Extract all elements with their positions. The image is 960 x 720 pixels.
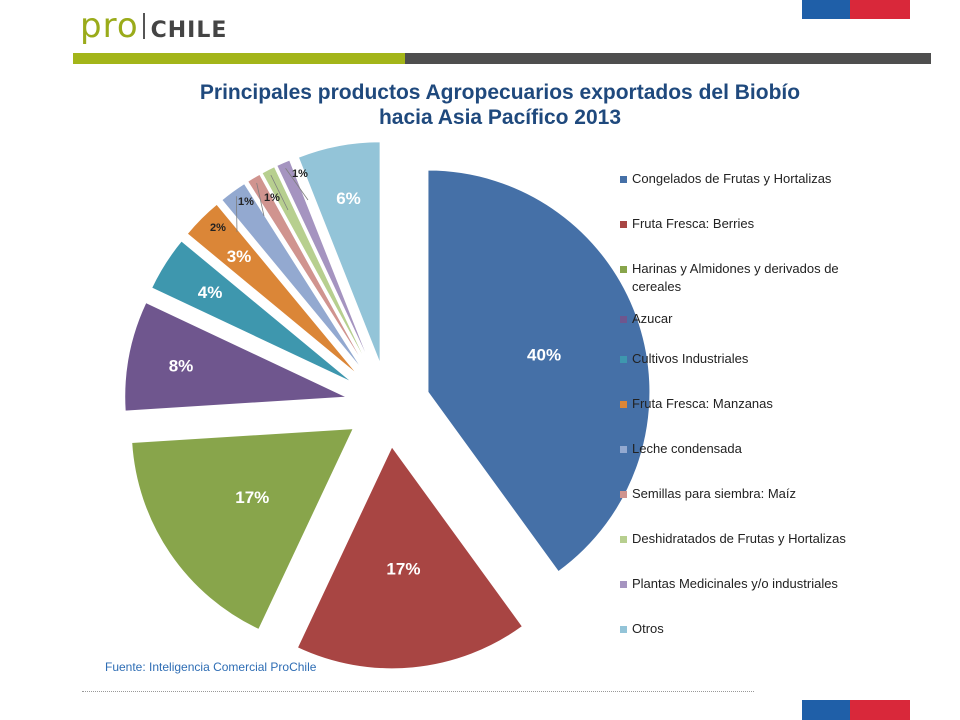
legend-swatch-2 (620, 266, 627, 273)
chart-title: Principales productos Agropecuarios expo… (180, 80, 820, 130)
pie-slice-3 (124, 301, 347, 412)
legend-swatch-3 (620, 316, 627, 323)
legend-item-0: Congelados de Frutas y Hortalizas (620, 170, 880, 188)
pie-label-8: 1% (264, 192, 280, 204)
flag-stripe-bottom (802, 700, 910, 720)
pie-slice-9 (276, 159, 372, 367)
legend-swatch-6 (620, 446, 627, 453)
header-accent-green-bar (73, 53, 405, 64)
legend-item-5: Fruta Fresca: Manzanas (620, 395, 880, 413)
pie-leader-line-7 (256, 182, 265, 217)
chart-title-line-1: Principales productos Agropecuarios expo… (199, 81, 801, 104)
legend-swatch-5 (620, 401, 627, 408)
legend-swatch-1 (620, 221, 627, 228)
legend-swatch-8 (620, 536, 627, 543)
legend-swatch-9 (620, 581, 627, 588)
legend-swatch-4 (620, 356, 627, 363)
flag-stripe-top (802, 0, 910, 19)
flag-blue-block (802, 0, 850, 19)
pie-leader-line-8 (270, 174, 289, 211)
pie-slice-10 (297, 141, 381, 364)
flag-red-block-bottom (850, 700, 910, 720)
legend-label-6: Leche condensada (632, 441, 742, 456)
legend-label-10: Otros (632, 621, 664, 636)
header-accent-gray-bar (405, 53, 931, 64)
pie-slices (124, 141, 651, 670)
legend-item-4: Cultivos Industriales (620, 350, 880, 368)
legend-item-2: Harinas y Almidones y derivados de cerea… (620, 260, 880, 296)
legend-item-8: Deshidratados de Frutas y Hortalizas (620, 530, 880, 548)
pie-data-labels: 40% 17% 17% 8% 4%3% 2% 1% 1% 1% 6% (169, 168, 561, 578)
legend-item-6: Leche condensada (620, 440, 880, 458)
pie-label-9: 1% (292, 168, 308, 180)
logo-chile-text: CHILE (150, 18, 228, 43)
legend-item-7: Semillas para siembra: Maíz (620, 485, 880, 503)
pie-label-7: 1% (238, 196, 254, 208)
pie-label-10: 6% (336, 189, 361, 208)
legend-label-7: Semillas para siembra: Maíz (632, 486, 796, 501)
pie-slice-4 (151, 240, 353, 383)
pie-label-2: 17% (235, 488, 269, 507)
pie-leader-line-9 (285, 167, 309, 201)
legend-label-1: Fruta Fresca: Berries (632, 216, 755, 231)
pie-slice-2 (131, 428, 355, 631)
logo-pro-text: pro (80, 6, 139, 46)
legend-item-1: Fruta Fresca: Berries (620, 215, 880, 233)
pie-label-0: 40% (527, 345, 561, 364)
legend-label-2: Harinas y Almidones y derivados de cerea… (632, 261, 839, 294)
legend-item-3: Azucar (620, 310, 880, 328)
chart-title-line-2: hacia Asia Pacífico 2013 (378, 106, 622, 129)
source-note: Fuente: Inteligencia Comercial ProChile (105, 660, 317, 674)
legend-item-10: Otros (620, 620, 880, 638)
legend-label-9: Plantas Medicinales y/o industriales (632, 576, 838, 591)
pie-label-5: 3% (227, 247, 252, 266)
pie-label-1: 17% (386, 559, 420, 578)
legend-label-3: Azucar (632, 311, 673, 326)
logo-separator (142, 13, 145, 39)
pie-leader-line-6 (235, 196, 238, 233)
legend-label-8: Deshidratados de Frutas y Hortalizas (632, 531, 846, 546)
legend-swatch-0 (620, 176, 627, 183)
legend-item-9: Plantas Medicinales y/o industriales (620, 575, 880, 593)
pie-slice-6 (221, 182, 364, 372)
legend-swatch-10 (620, 626, 627, 633)
footer-dotted-line (82, 691, 754, 692)
pie-slice-0 (427, 169, 651, 573)
legend-label-4: Cultivos Industriales (632, 351, 749, 366)
pie-slice-8 (261, 166, 370, 368)
legend-label-0: Congelados de Frutas y Hortalizas (632, 171, 832, 186)
pie-label-3: 8% (169, 357, 194, 376)
pie-leader-lines (235, 167, 309, 233)
prochile-logo: pro CHILE (80, 8, 227, 44)
pie-slice-1 (296, 445, 524, 670)
pie-label-6: 2% (210, 222, 226, 234)
flag-red-block (850, 0, 910, 19)
flag-blue-block-bottom (802, 700, 850, 720)
pie-label-4: 4% (198, 283, 223, 302)
legend-label-5: Fruta Fresca: Manzanas (632, 396, 773, 411)
pie-slice-5 (186, 203, 359, 376)
legend-swatch-7 (620, 491, 627, 498)
pie-slice-7 (246, 173, 368, 370)
